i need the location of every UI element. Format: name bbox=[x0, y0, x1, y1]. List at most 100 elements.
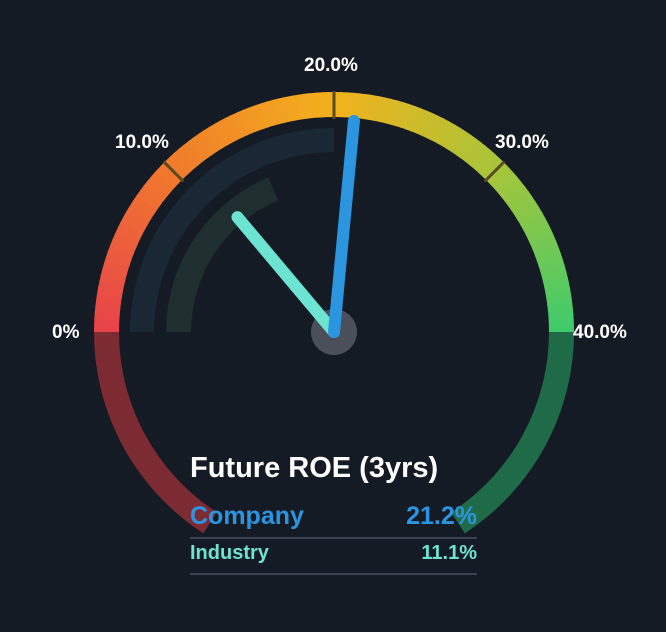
gauge-arc-segment bbox=[530, 234, 557, 252]
gauge-arc-segment bbox=[107, 244, 134, 261]
gauge-arc-segment bbox=[455, 134, 477, 159]
gauge-arc-segment bbox=[96, 286, 123, 299]
gauge-arc-segment bbox=[411, 107, 428, 134]
gauge-arc-segment bbox=[123, 210, 149, 230]
gauge-arc-segment bbox=[507, 190, 533, 212]
gauge-arc-segment bbox=[164, 156, 188, 180]
gauge-arc-segment bbox=[543, 275, 570, 289]
tick-label-20: 20.0% bbox=[304, 55, 358, 76]
gauge-arc-segment bbox=[525, 223, 552, 241]
gauge-arc-segment bbox=[99, 274, 126, 288]
gauge-arc-segment bbox=[441, 124, 461, 150]
gauge-arc-segment bbox=[143, 179, 168, 202]
industry-band-track bbox=[166, 177, 279, 332]
gauge-arc-segment bbox=[159, 161, 184, 185]
tick-label-30: 30.0% bbox=[495, 132, 549, 153]
gauge-arc-segment bbox=[259, 101, 275, 128]
gauge-arc-segment bbox=[117, 221, 144, 240]
tick-label-10: 10.0% bbox=[115, 132, 169, 153]
gauge-arc-segment bbox=[511, 196, 537, 217]
gauge-arc-segment bbox=[486, 162, 510, 186]
gauge-arc-segment bbox=[109, 238, 136, 255]
gauge-arc-segment bbox=[173, 148, 196, 173]
gauge-arc-segment bbox=[378, 97, 392, 124]
gauge-arc-segment bbox=[389, 100, 404, 127]
legend-divider-2 bbox=[190, 573, 477, 575]
gauge-arc-segment bbox=[132, 194, 158, 215]
legend-industry-name: Industry bbox=[190, 542, 269, 564]
gauge-arc-segment bbox=[534, 245, 561, 262]
gauge-arc-segment bbox=[114, 227, 141, 245]
gauge-arc-segment bbox=[536, 251, 563, 267]
legend-divider-1 bbox=[190, 537, 477, 539]
gauge-arc-segment bbox=[214, 120, 233, 146]
gauge-arc-segment bbox=[436, 121, 456, 147]
gauge-arc-segment bbox=[112, 232, 139, 250]
gauge-arc-segment bbox=[139, 184, 165, 206]
gauge-arc-segment bbox=[247, 105, 264, 132]
legend-row-industry: Industry 11.1% bbox=[190, 542, 477, 565]
gauge-tick-30 bbox=[483, 160, 506, 183]
gauge-arc-segment bbox=[473, 149, 496, 174]
legend-company-name: Company bbox=[190, 502, 304, 530]
gauge-arc-segment bbox=[538, 257, 565, 273]
tick-label-0: 0% bbox=[52, 322, 80, 343]
gauge-arc-segment bbox=[548, 319, 574, 328]
gauge-arc-segment bbox=[477, 153, 501, 178]
gauge-arc-segment bbox=[426, 115, 445, 142]
gauge-arc-segment bbox=[514, 201, 540, 221]
gauge-arc-segment bbox=[102, 262, 129, 277]
gauge-arc-segment bbox=[253, 103, 269, 130]
gauge-arc-segment bbox=[522, 217, 549, 236]
company-band-track bbox=[130, 128, 334, 332]
gauge-arc-segment bbox=[129, 199, 155, 220]
gauge-arc-segment bbox=[105, 250, 132, 266]
gauge-lower-left-arc bbox=[94, 332, 217, 534]
gauge-arc-segment bbox=[528, 228, 554, 246]
gauge-arc-segment bbox=[489, 166, 514, 190]
gauge-arc-segment bbox=[100, 268, 127, 282]
gauge-arc-segment bbox=[497, 176, 522, 198]
gauge-arc-segment bbox=[373, 96, 386, 123]
gauge-arc-segment bbox=[540, 263, 567, 278]
needle-industry bbox=[231, 211, 340, 338]
gauge-arc-segment bbox=[493, 171, 518, 194]
needle-company bbox=[328, 114, 360, 338]
gauge-arc-segment bbox=[421, 112, 439, 139]
tick-label-40: 40.0% bbox=[573, 322, 627, 343]
gauge-arc-segment bbox=[321, 92, 330, 118]
gauge-arc-segment bbox=[120, 216, 146, 235]
gauge-arc-segment bbox=[203, 126, 223, 152]
gauge-arc-segment bbox=[265, 99, 280, 126]
gauge-arc-segment bbox=[416, 110, 434, 137]
gauge-arc-segment bbox=[384, 98, 398, 125]
gauge-arc-segment bbox=[431, 118, 450, 144]
gauge-arc-segment bbox=[126, 205, 152, 225]
gauge-arc-segment bbox=[446, 127, 467, 153]
gauge-arc-segment bbox=[544, 282, 571, 295]
gauge-arc-segment bbox=[481, 157, 505, 182]
gauge-arc-segment bbox=[517, 206, 543, 226]
gauge-arc-segment bbox=[504, 185, 530, 207]
gauge-arc-segment bbox=[98, 280, 125, 293]
gauge-arc-segment bbox=[541, 269, 568, 284]
gauge-arc-segment bbox=[187, 136, 209, 162]
gauge-arc-segment bbox=[147, 174, 172, 197]
gauge-arc-segment bbox=[405, 105, 422, 132]
gauge-arc-segment bbox=[236, 109, 254, 136]
gauge-arc-segment bbox=[271, 98, 286, 125]
gauge-arc-segment bbox=[362, 94, 374, 120]
gauge-arc-segment bbox=[367, 94, 380, 121]
gauge-arc-segment bbox=[230, 112, 248, 138]
legend-row-company: Company 21.2% bbox=[190, 502, 477, 531]
gauge-arc-segment bbox=[192, 133, 214, 159]
chart-title: Future ROE (3yrs) bbox=[190, 452, 439, 484]
gauge-arc-segment bbox=[182, 140, 205, 165]
gauge-arc-segment bbox=[501, 180, 526, 203]
gauge-arc-segment bbox=[96, 292, 122, 304]
legend-industry-value: 11.1% bbox=[421, 542, 477, 564]
gauge-arc-segment bbox=[400, 103, 416, 130]
gauge-arc-segment bbox=[277, 96, 291, 123]
